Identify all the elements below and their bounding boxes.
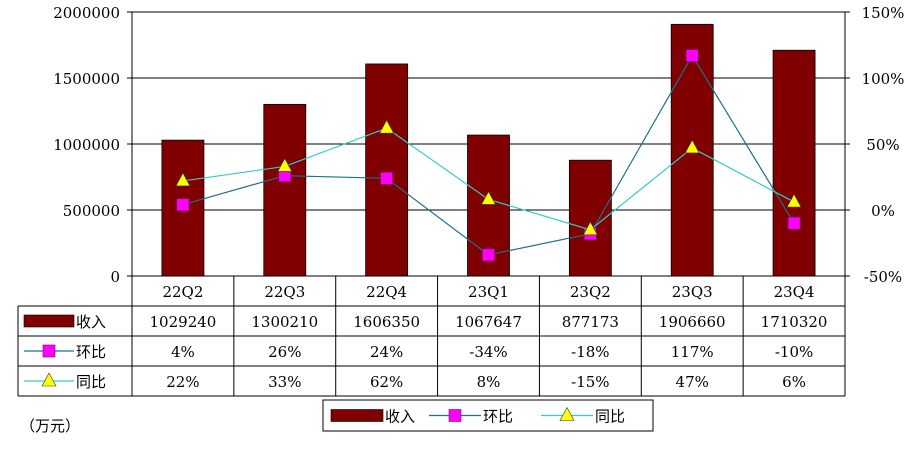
data-label: 26% [268, 343, 301, 361]
data-label: 1067647 [455, 313, 522, 331]
legend: 收入 环比 同比 [322, 399, 654, 432]
data-label: -15% [571, 373, 609, 391]
row-series-name: 同比 [76, 373, 106, 391]
right-tick-label: 50% [866, 136, 899, 154]
data-label: -34% [469, 343, 507, 361]
data-label: -18% [571, 343, 609, 361]
left-tick-label: 2000000 [53, 4, 120, 22]
marker-triangle [582, 221, 598, 236]
data-label: 8% [477, 373, 501, 391]
data-label: 47% [676, 373, 709, 391]
data-table: 22Q2 22Q3 22Q4 23Q1 23Q2 23Q3 23Q4 收入 1029240 130… [17, 275, 846, 397]
right-tick-label: 0% [871, 202, 895, 220]
marker-square [42, 344, 56, 358]
bar [772, 49, 816, 277]
marker-triangle [41, 372, 57, 387]
marker-square [176, 198, 190, 212]
right-tick-label: 100% [862, 70, 905, 88]
data-label: 1606350 [353, 313, 420, 331]
data-label: 33% [268, 373, 301, 391]
row-series-name: 环比 [76, 343, 106, 361]
marker-triangle [786, 193, 802, 208]
data-label: 1906660 [659, 313, 726, 331]
left-axis-ticks: 0 500000 1000000 1500000 2000000 [53, 4, 120, 286]
data-label: -10% [775, 343, 813, 361]
category-label: 22Q2 [162, 283, 203, 301]
category-label: 23Q3 [672, 283, 713, 301]
right-axis-ticks: -50% 0% 50% 100% 150% [862, 4, 905, 286]
category-label: 22Q3 [264, 283, 305, 301]
marker-square [482, 248, 495, 262]
left-tick-label: 1000000 [53, 136, 120, 154]
legend-label: 收入 [385, 408, 415, 426]
right-tick-label: 150% [862, 4, 905, 22]
legend-key-bar [330, 409, 384, 422]
category-label: 23Q4 [774, 283, 815, 301]
marker-triangle [277, 157, 293, 172]
marker-triangle [379, 119, 395, 134]
left-tick-label: 0 [110, 268, 120, 286]
data-label: 62% [370, 373, 403, 391]
data-label: 117% [671, 343, 714, 361]
marker-triangle [684, 139, 700, 154]
marker-triangle [559, 406, 575, 421]
data-label: 1029240 [150, 313, 217, 331]
marker-square [685, 49, 699, 62]
data-label: 877173 [562, 313, 619, 331]
data-label: 1300210 [251, 313, 318, 331]
marker-triangle [175, 172, 191, 187]
data-label: 24% [370, 343, 403, 361]
bar [263, 103, 307, 277]
category-label: 23Q2 [570, 283, 611, 301]
marker-square [787, 216, 801, 230]
category-label: 23Q1 [468, 283, 509, 301]
category-label: 22Q4 [366, 283, 407, 301]
bar [365, 63, 409, 277]
marker-square [380, 172, 393, 185]
revenue-bars [161, 23, 816, 277]
right-tick-label: -50% [864, 268, 902, 286]
legend-label: 环比 [483, 408, 513, 426]
series-tongbi [175, 119, 802, 236]
unit-note: （万元） [20, 417, 80, 435]
left-tick-label: 500000 [63, 202, 120, 220]
legend-label: 同比 [595, 408, 625, 426]
data-label: 4% [171, 343, 195, 361]
row-key-bar [23, 314, 75, 328]
marker-triangle [480, 190, 497, 205]
left-tick-label: 1500000 [53, 70, 120, 88]
row-series-name: 收入 [76, 313, 106, 331]
ratio-lines [175, 49, 802, 262]
marker-square [448, 409, 462, 422]
data-label: 6% [782, 373, 806, 391]
data-label: 22% [166, 373, 199, 391]
data-label: 1710320 [761, 313, 828, 331]
